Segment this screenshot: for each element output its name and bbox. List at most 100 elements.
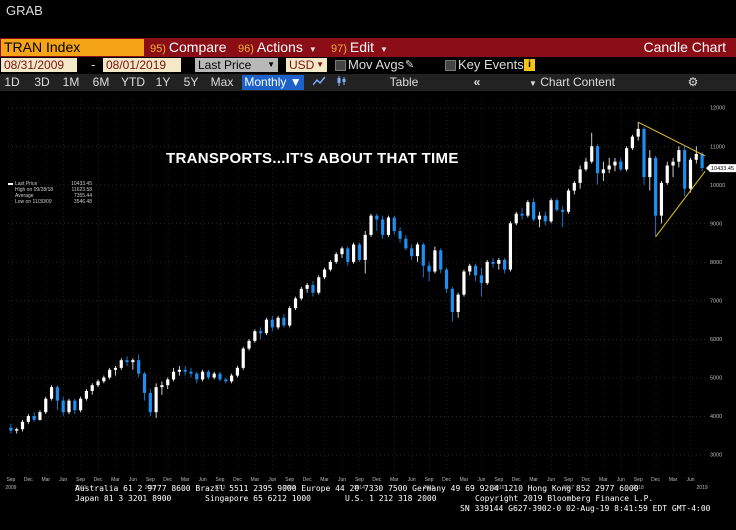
y-grid-dot (140, 300, 141, 302)
x-grid-dot (115, 176, 117, 177)
y-grid-dot (88, 107, 89, 109)
mov-avgs-checkbox[interactable] (335, 60, 346, 71)
y-grid-dot (268, 107, 269, 109)
y-grid-dot (704, 107, 705, 109)
x-grid-dot (80, 440, 82, 441)
compare-menu[interactable]: 95) Compare (150, 39, 227, 56)
y-grid-dot (704, 261, 705, 263)
x-grid-dot (167, 404, 169, 405)
y-grid-dot (412, 338, 413, 340)
x-grid-dot (132, 252, 134, 253)
x-grid-dot (411, 132, 413, 133)
pencil-icon[interactable]: ✎ (405, 59, 415, 71)
y-grid-dot (560, 338, 561, 340)
period-button-5y[interactable]: 5Y (183, 75, 199, 89)
x-grid-dot (272, 164, 273, 165)
candle-chart[interactable]: 3000400050006000700080009000100001100012… (0, 92, 736, 530)
y-grid-dot (596, 454, 597, 456)
x-grid-dot (185, 436, 186, 437)
actions-menu[interactable]: 96) Actions ▼ (238, 39, 317, 56)
y-grid-dot (236, 107, 237, 109)
y-grid-dot (44, 338, 45, 340)
x-grid-dot (463, 184, 465, 185)
period-button-1m[interactable]: 1M (62, 75, 80, 89)
x-grid-dot (568, 276, 570, 277)
x-grid-dot (98, 100, 99, 101)
x-grid-dot (98, 336, 99, 337)
x-grid-dot (498, 444, 500, 445)
frequency-select[interactable]: Monthly ▼ (242, 75, 304, 90)
y-grid-dot (324, 338, 325, 340)
x-grid-dot (10, 284, 12, 285)
chart-type-label[interactable]: Candle Chart (643, 39, 727, 55)
y-grid-dot (416, 146, 417, 147)
y-grid-dot (72, 146, 73, 147)
period-button-ytd[interactable]: YTD (121, 75, 145, 89)
y-grid-dot (84, 338, 85, 340)
gear-icon[interactable]: ⚙ (687, 75, 699, 89)
x-grid-dot (568, 260, 570, 261)
settings-toolbar (0, 57, 736, 74)
period-button-3d[interactable]: 3D (34, 75, 50, 89)
x-grid-dot (341, 212, 343, 213)
y-grid-dot (328, 223, 329, 225)
x-grid-dot (551, 440, 552, 441)
x-grid-dot (307, 204, 308, 205)
y-grid-dot (540, 146, 541, 147)
y-grid-dot (680, 454, 681, 456)
x-grid-dot (394, 196, 395, 197)
x-grid-dot (446, 152, 448, 153)
y-grid-dot (200, 454, 201, 456)
y-grid-dot (524, 454, 525, 456)
period-button-6m[interactable]: 6M (92, 75, 110, 89)
key-events-checkbox[interactable] (445, 60, 456, 71)
currency-select[interactable]: USD ▼ (286, 58, 327, 72)
y-grid-dot (8, 454, 9, 456)
x-grid-dot (324, 464, 326, 465)
period-button-max[interactable]: Max (210, 75, 234, 89)
start-date-field[interactable]: 08/31/2009 (1, 58, 77, 72)
y-grid-dot (244, 261, 245, 263)
x-grid-dot (132, 172, 134, 173)
line-chart-icon[interactable] (312, 75, 326, 90)
edit-menu[interactable]: 97) Edit ▼ (331, 39, 388, 56)
x-grid-dot (220, 228, 221, 229)
y-grid-dot (124, 223, 125, 225)
x-grid-dot (411, 392, 413, 393)
x-grid-dot (446, 340, 448, 341)
price-field-select[interactable]: Last Price ▼ (195, 58, 278, 72)
y-grid-dot (672, 377, 673, 379)
y-grid-dot (156, 300, 157, 302)
x-grid-dot (185, 116, 186, 117)
table-button[interactable]: Table (389, 75, 419, 89)
x-grid-dot (28, 308, 30, 309)
x-grid-dot (533, 100, 535, 101)
chart-content-button[interactable]: ▼ Chart Content (527, 75, 617, 90)
x-grid-dot (533, 396, 535, 397)
y-grid-dot (688, 223, 689, 225)
y-grid-dot (284, 454, 285, 456)
y-grid-dot (388, 261, 389, 263)
x-grid-dot (272, 268, 273, 269)
end-date-field[interactable]: 08/01/2019 (103, 58, 181, 72)
x-grid-dot (202, 408, 204, 409)
x-grid-dot (498, 280, 500, 281)
x-grid-dot (28, 156, 30, 157)
y-grid-dot (232, 107, 233, 109)
collapse-left-icon[interactable]: « (473, 75, 481, 89)
candle-settings-icon[interactable] (335, 75, 349, 90)
ticker-field[interactable]: TRAN Index (1, 39, 144, 56)
y-grid-dot (40, 261, 41, 263)
y-grid-dot (420, 377, 421, 379)
x-grid-dot (516, 404, 517, 405)
x-grid-dot (516, 448, 517, 449)
x-grid-dot (272, 460, 273, 461)
x-grid-dot (254, 240, 256, 241)
period-button-1d[interactable]: 1D (4, 75, 20, 89)
info-icon[interactable]: i (524, 59, 535, 71)
period-button-1y[interactable]: 1Y (155, 75, 171, 89)
x-grid-dot (533, 352, 535, 353)
x-grid-dot (132, 436, 134, 437)
x-grid-dot (132, 304, 134, 305)
y-grid-dot (40, 300, 41, 302)
